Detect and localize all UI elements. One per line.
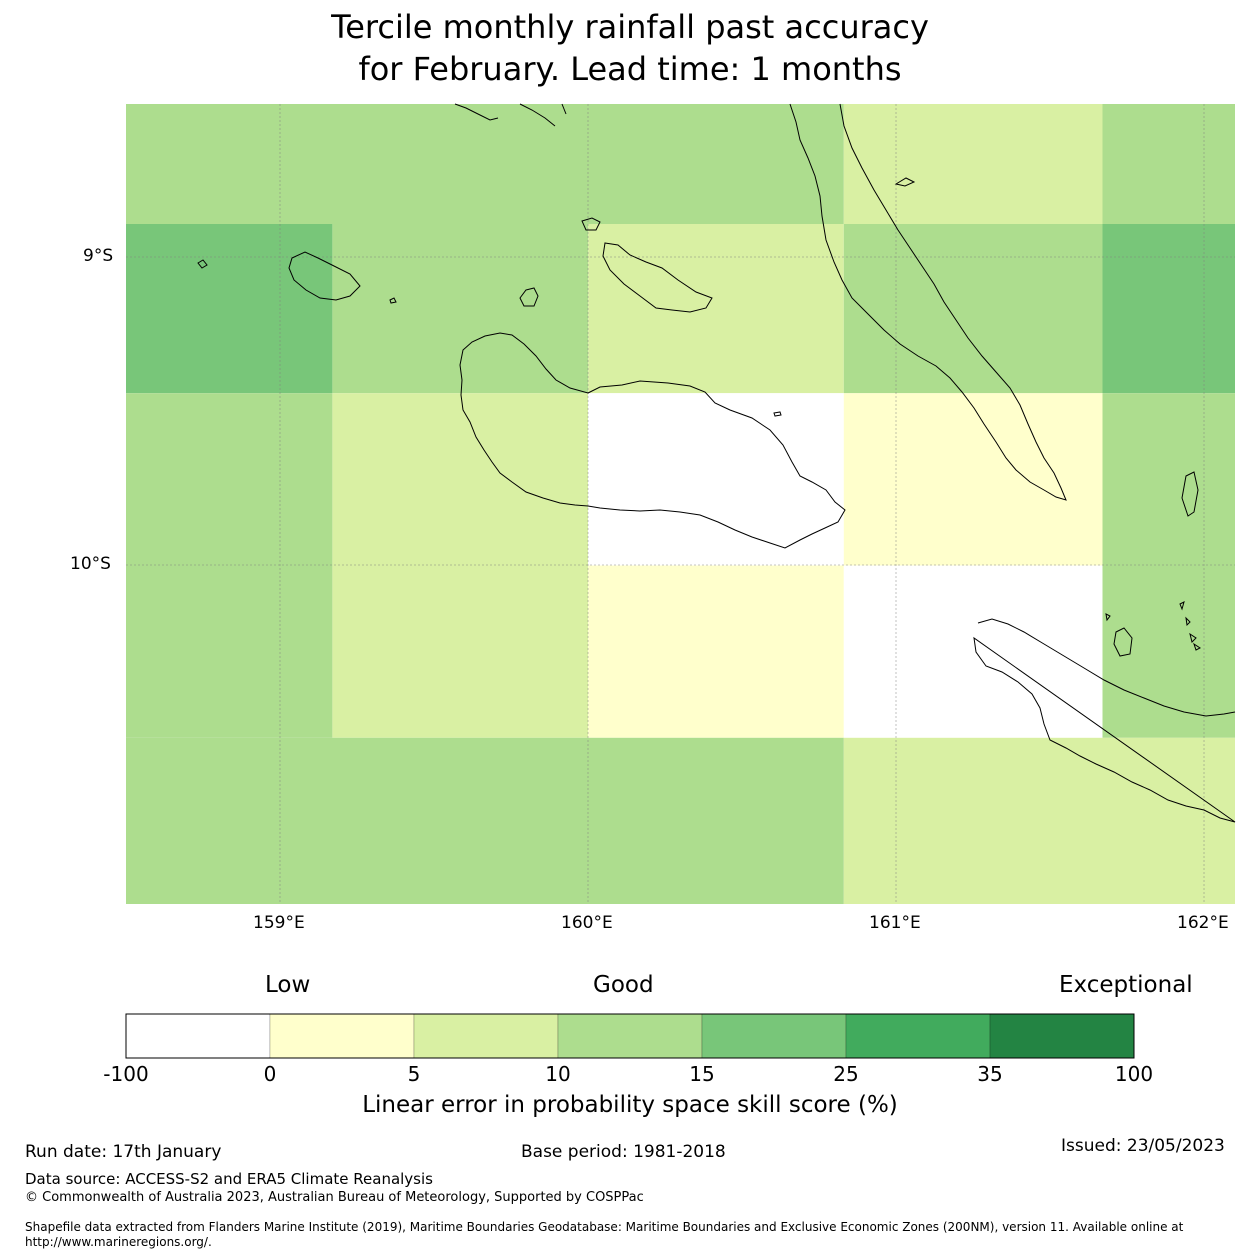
- coastline-makira: [973, 618, 1236, 823]
- data-source: Data source: ACCESS-S2 and ERA5 Climate …: [25, 1170, 433, 1188]
- coastline-islets-southeast: [1105, 601, 1201, 651]
- coastline-islet-north: [581, 217, 601, 231]
- coastline-russell-islands: [288, 251, 361, 301]
- coastline-new-georgia-fragment: [454, 103, 567, 127]
- grid-cell-14: [332, 565, 589, 738]
- lon-tick-162e: 162°E: [1177, 913, 1229, 933]
- coastline-islet-east: [1181, 471, 1199, 517]
- coastline-malaita: [789, 103, 1067, 501]
- copyright: © Commonwealth of Australia 2023, Austra…: [25, 1190, 644, 1205]
- colorbar-tick-neg100: -100: [103, 1062, 149, 1086]
- lat-tick-9s: 9°S: [83, 246, 114, 266]
- grid-cell-19: [843, 737, 1235, 904]
- grid-cell-18: [126, 737, 844, 904]
- colorbar-low-label: Low: [265, 972, 311, 998]
- lon-tick-161e: 161°E: [869, 913, 921, 933]
- grid-cell-0: [126, 104, 844, 224]
- base-period: Base period: 1981-2018: [521, 1142, 726, 1162]
- colorbar-good-label: Good: [593, 972, 654, 998]
- colorbar-exceptional-label: Exceptional: [1059, 972, 1193, 998]
- grid-cell-11: [843, 393, 1103, 566]
- coastline-small-islet-2: [389, 297, 397, 304]
- grid-cell-16: [843, 565, 1103, 738]
- coastline-small-islet-west: [197, 259, 208, 269]
- coastline-savo-island: [519, 287, 539, 307]
- colorbar-tick-15: 15: [689, 1062, 715, 1086]
- grid-cell-9: [332, 393, 589, 566]
- lon-tick-160e: 160°E: [561, 913, 613, 933]
- lon-tick-159e: 159°E: [253, 913, 305, 933]
- shapefile-credit: Shapefile data extracted from Flanders M…: [25, 1220, 1184, 1249]
- colorbar-tick-25: 25: [833, 1062, 859, 1086]
- grid-cell-3: [126, 224, 333, 394]
- colorbar-label: Linear error in probability space skill …: [362, 1092, 898, 1118]
- grid-cell-13: [126, 565, 333, 738]
- title-line-1: Tercile monthly rainfall past accuracy: [331, 8, 929, 46]
- coastline-guadalcanal: [459, 332, 846, 549]
- grid-cells: [126, 104, 1235, 904]
- grid-cell-17: [1102, 565, 1235, 738]
- colorbar-tick-5: 5: [407, 1062, 421, 1086]
- grid-cell-12: [1102, 393, 1235, 566]
- colorbar-tick-0: 0: [263, 1062, 277, 1086]
- run-date: Run date: 17th January: [25, 1142, 222, 1162]
- grid-cell-8: [126, 393, 333, 566]
- coastline-small-islet-3: [773, 411, 782, 417]
- title-line-2: for February. Lead time: 1 months: [358, 50, 902, 88]
- lat-tick-10s: 10°S: [70, 554, 111, 574]
- coastline-ulawa: [1113, 627, 1133, 657]
- gridlines: [126, 104, 1235, 904]
- issued-date: Issued: 23/05/2023: [1061, 1136, 1225, 1156]
- grid-cell-7: [1102, 224, 1235, 394]
- grid-cell-15: [588, 565, 844, 738]
- colorbar-tick-35: 35: [977, 1062, 1003, 1086]
- coastlines: [197, 103, 1236, 823]
- coastline-florida-islands: [602, 242, 713, 313]
- colorbar-tick-100: 100: [1114, 1062, 1154, 1086]
- coastline-islet-malaita-north: [894, 177, 916, 187]
- chart-title: Tercile monthly rainfall past accuracy f…: [0, 6, 1260, 90]
- grid-cell-2: [1102, 104, 1235, 224]
- grid-cell-1: [843, 104, 1103, 224]
- colorbar-tick-10: 10: [545, 1062, 571, 1086]
- grid-cell-5: [588, 224, 844, 394]
- grid-cell-10: [588, 393, 844, 566]
- grid-cell-6: [843, 224, 1103, 394]
